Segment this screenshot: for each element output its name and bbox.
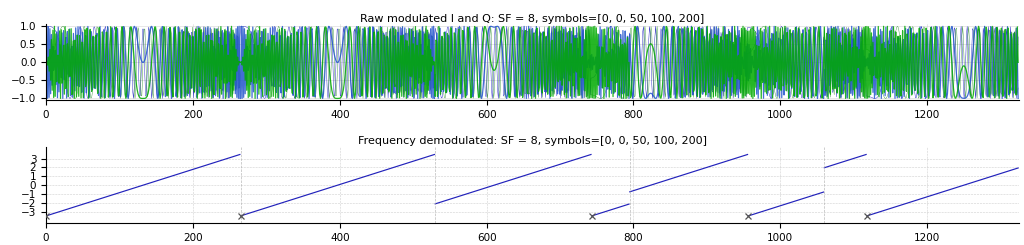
Title: Raw modulated I and Q: SF = 8, symbols=[0, 0, 50, 100, 200]: Raw modulated I and Q: SF = 8, symbols=[… (360, 14, 705, 24)
Title: Frequency demodulated: SF = 8, symbols=[0, 0, 50, 100, 200]: Frequency demodulated: SF = 8, symbols=[… (358, 136, 707, 147)
